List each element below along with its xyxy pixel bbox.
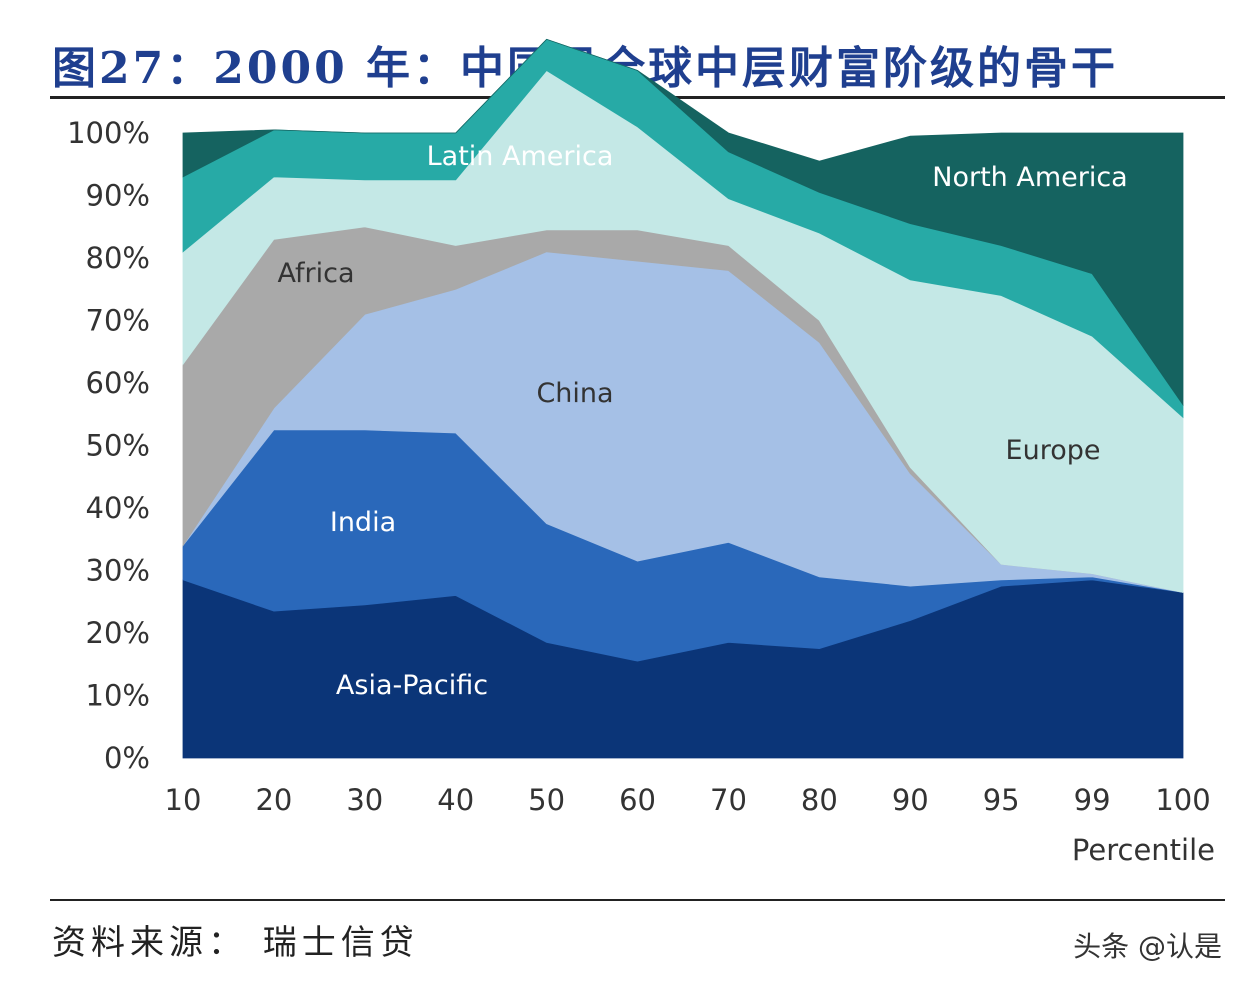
x-tick-label: 100 [1155, 783, 1210, 817]
region-labels: Asia-Pacific India China Africa Europe Latin … [277, 141, 1127, 701]
source-rule [50, 899, 1225, 901]
y-tick-label: 20% [86, 616, 150, 650]
y-tick-label: 60% [86, 366, 150, 400]
region-label-latin-america: Latin America [427, 141, 614, 172]
x-tick-label: 80 [801, 783, 838, 817]
x-tick-label: 10 [165, 783, 202, 817]
y-tick-label: 30% [86, 554, 150, 588]
x-tick-label: 20 [255, 783, 292, 817]
x-tick-label: 40 [437, 783, 474, 817]
x-tick-label: 90 [892, 783, 929, 817]
x-tick-label: 50 [528, 783, 565, 817]
x-tick-label: 30 [346, 783, 383, 817]
region-label-india: India [330, 507, 396, 538]
region-label-africa: Africa [277, 258, 354, 289]
y-tick-label: 50% [86, 429, 150, 463]
source-note: 资料来源： 瑞士信贷 [52, 923, 419, 963]
y-tick-label: 0% [104, 741, 150, 775]
y-tick-label: 70% [86, 304, 150, 338]
y-axis-ticks: 0% 10% 20% 30% 40% 50% 60% 70% 80% 90% 100% [67, 116, 150, 775]
watermark: 头条 @认是 [1073, 930, 1222, 963]
area-north-america [182, 38, 1184, 407]
x-tick-label: 95 [983, 783, 1020, 817]
x-tick-label: 70 [710, 783, 747, 817]
y-tick-label: 100% [67, 116, 150, 150]
area-layers [182, 38, 1184, 759]
region-label-europe: Europe [1006, 435, 1101, 466]
region-label-north-america: North America [932, 162, 1127, 193]
x-axis-ticks: 10 20 30 40 50 60 70 80 90 95 99 100 [165, 783, 1211, 817]
y-tick-label: 40% [86, 491, 150, 525]
y-tick-label: 90% [86, 179, 150, 213]
x-axis-label: Percentile [1072, 833, 1215, 867]
region-label-china: China [536, 378, 613, 409]
region-label-asia-pacific: Asia-Pacific [336, 670, 488, 701]
x-tick-label: 99 [1074, 783, 1111, 817]
x-tick-label: 60 [619, 783, 656, 817]
y-tick-label: 80% [86, 241, 150, 275]
y-tick-label: 10% [86, 679, 150, 713]
